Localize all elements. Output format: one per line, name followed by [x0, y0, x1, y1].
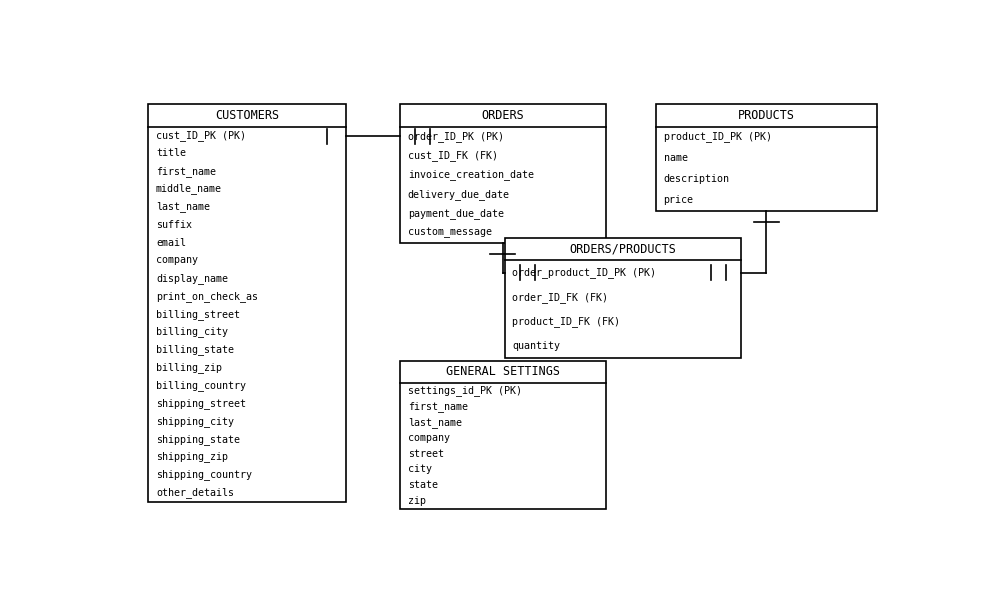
Text: billing_city: billing_city: [156, 326, 228, 337]
Text: suffix: suffix: [156, 220, 192, 230]
Text: cust_ID_FK (FK): cust_ID_FK (FK): [408, 150, 498, 161]
Text: billing_state: billing_state: [156, 344, 234, 355]
Text: description: description: [664, 174, 730, 184]
Text: shipping_city: shipping_city: [156, 416, 234, 427]
Bar: [400, 361, 606, 509]
Text: order_product_ID_PK (PK): order_product_ID_PK (PK): [512, 267, 656, 278]
Text: CUSTOMERS: CUSTOMERS: [215, 109, 279, 122]
Text: PRODUCTS: PRODUCTS: [738, 109, 795, 122]
Text: ORDERS/PRODUCTS: ORDERS/PRODUCTS: [570, 243, 676, 256]
Text: shipping_country: shipping_country: [156, 469, 252, 481]
Text: delivery_due_date: delivery_due_date: [408, 189, 510, 200]
Text: company: company: [408, 433, 450, 443]
Text: company: company: [156, 256, 198, 265]
Text: city: city: [408, 464, 432, 475]
Bar: [505, 238, 741, 358]
Text: display_name: display_name: [156, 273, 228, 284]
Text: street: street: [408, 449, 444, 458]
Text: cust_ID_PK (PK): cust_ID_PK (PK): [156, 130, 246, 141]
Text: product_ID_PK (PK): product_ID_PK (PK): [664, 131, 772, 142]
Text: last_name: last_name: [156, 202, 210, 212]
Bar: [656, 104, 877, 211]
Text: order_ID_FK (FK): order_ID_FK (FK): [512, 292, 608, 302]
Text: GENERAL SETTINGS: GENERAL SETTINGS: [446, 365, 560, 379]
Text: billing_street: billing_street: [156, 308, 240, 320]
Text: quantity: quantity: [512, 341, 560, 351]
Text: payment_due_date: payment_due_date: [408, 208, 504, 219]
Text: first_name: first_name: [156, 166, 216, 176]
Text: ORDERS: ORDERS: [481, 109, 524, 122]
Text: billing_country: billing_country: [156, 380, 246, 391]
Text: first_name: first_name: [408, 401, 468, 412]
Text: middle_name: middle_name: [156, 184, 222, 194]
Text: shipping_street: shipping_street: [156, 398, 246, 409]
Text: title: title: [156, 148, 186, 158]
Text: shipping_zip: shipping_zip: [156, 452, 228, 463]
Text: price: price: [664, 195, 694, 205]
Text: order_ID_PK (PK): order_ID_PK (PK): [408, 131, 504, 142]
Text: shipping_state: shipping_state: [156, 434, 240, 445]
Bar: [148, 104, 346, 502]
Text: last_name: last_name: [408, 417, 462, 428]
Text: invoice_creation_date: invoice_creation_date: [408, 170, 534, 181]
Text: print_on_check_as: print_on_check_as: [156, 291, 258, 302]
Text: custom_message: custom_message: [408, 228, 492, 238]
Bar: [400, 104, 606, 243]
Text: product_ID_FK (FK): product_ID_FK (FK): [512, 316, 620, 327]
Text: settings_id_PK (PK): settings_id_PK (PK): [408, 385, 522, 396]
Text: email: email: [156, 238, 186, 248]
Text: billing_zip: billing_zip: [156, 362, 222, 373]
Text: other_details: other_details: [156, 487, 234, 498]
Text: name: name: [664, 153, 688, 163]
Text: state: state: [408, 480, 438, 490]
Text: zip: zip: [408, 496, 426, 506]
